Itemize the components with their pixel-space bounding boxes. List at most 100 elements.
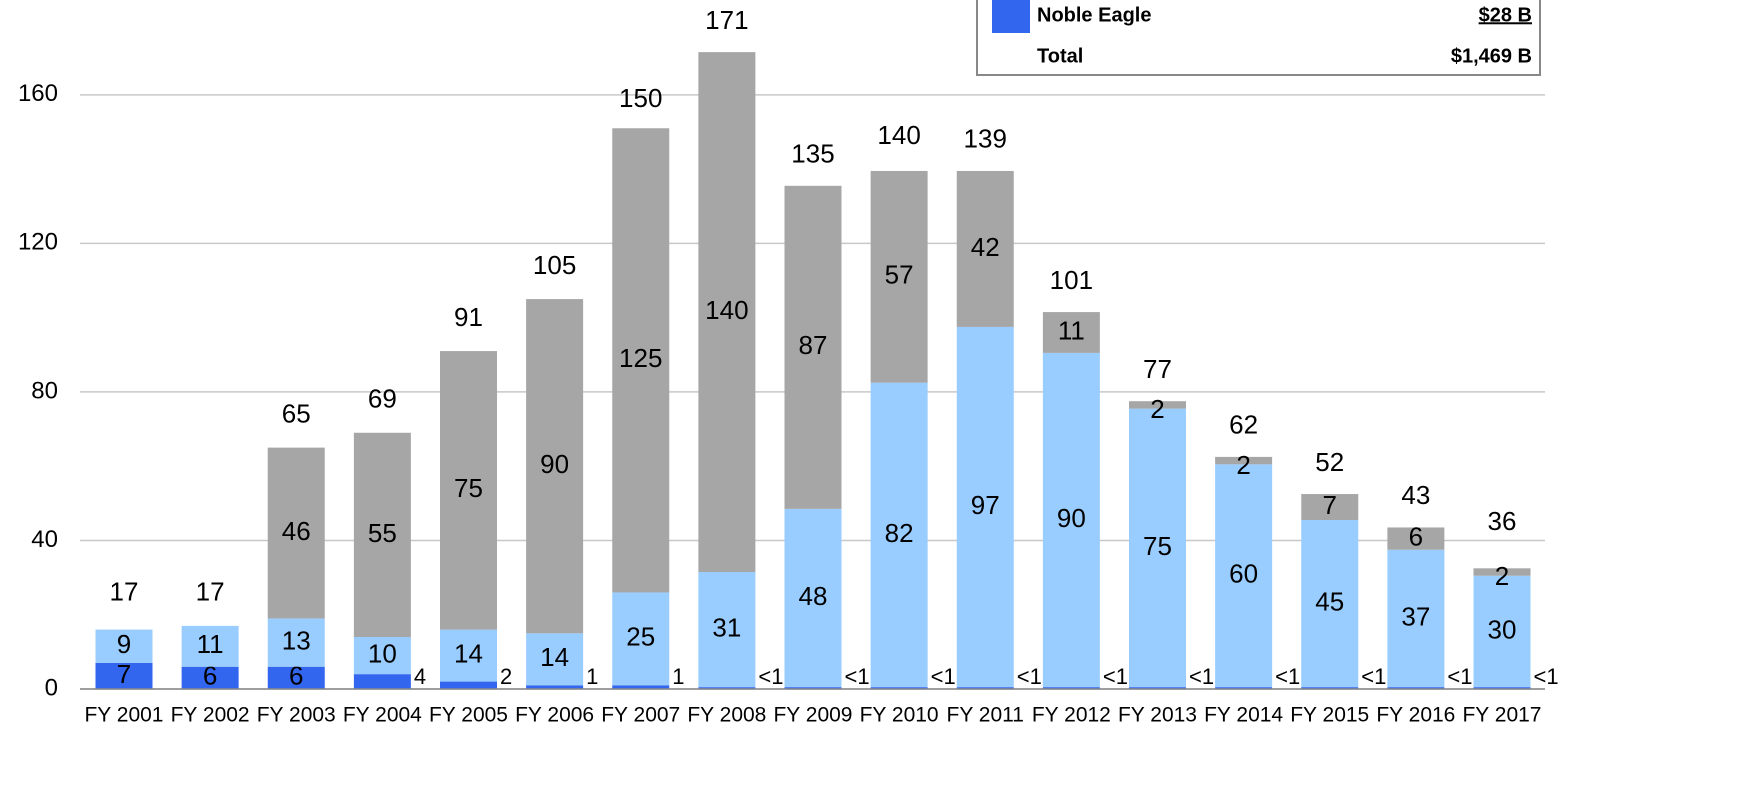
bar-segment [784,185,842,509]
data-label: <1 [1361,664,1386,689]
bar-segment [1301,494,1359,521]
data-label: 90 [1057,503,1086,533]
x-tick-label: FY 2016 [1376,704,1455,727]
data-label: 6 [1409,521,1423,551]
data-label: 9 [117,629,131,659]
total-label: 91 [454,302,483,332]
y-tick-label: 160 [18,80,58,107]
bar-segment [1129,408,1186,688]
bar-segment [1387,527,1445,550]
data-label: 31 [712,612,741,642]
bar-segment [1042,352,1100,688]
data-label: <1 [758,664,783,689]
bar-segment [440,681,497,689]
bar-segment [1129,401,1186,409]
data-label: 48 [799,581,828,611]
total-label: 17 [196,577,225,607]
data-label: 14 [540,642,569,672]
data-label: 75 [454,473,483,503]
data-label: 7 [1323,490,1337,520]
bar-segment [95,629,153,664]
legend-label: Noble Eagle [1037,4,1151,26]
total-label: 135 [791,139,834,169]
bar-segment [267,666,325,689]
data-label: 7 [117,659,131,689]
bar-segment [181,625,239,667]
data-label: 2 [1150,394,1164,424]
bar-segment [267,447,325,619]
data-label: 25 [626,622,655,652]
data-label: 90 [540,449,569,479]
x-tick-label: FY 2004 [343,704,422,727]
data-label: 1 [586,664,598,689]
bar-segment [956,687,1014,689]
total-label: 52 [1315,447,1344,477]
data-label: 140 [705,295,748,325]
bar-segment [698,52,756,573]
total-label: 150 [619,83,662,113]
legend-amount: $28 B [1479,4,1532,26]
data-label: 14 [454,638,483,668]
data-label: 82 [885,518,914,548]
bar-segment [612,592,670,686]
data-label: <1 [1275,664,1300,689]
data-label: 125 [619,343,662,373]
y-tick-label: 80 [31,377,58,404]
bar-segment [1473,687,1531,689]
x-tick-label: FY 2012 [1032,704,1111,727]
total-label: 140 [877,120,920,150]
data-label: 1 [672,664,684,689]
y-tick-label: 40 [31,526,58,553]
x-tick-label: FY 2002 [171,704,250,727]
total-label: 69 [368,384,397,414]
bar-segment [1215,464,1273,688]
bar-segment [1042,687,1100,689]
x-tick-label: FY 2014 [1204,704,1283,727]
data-label: 75 [1143,531,1172,561]
total-label: 171 [705,5,748,35]
data-label: 42 [971,232,1000,262]
data-label: <1 [1017,664,1042,689]
data-label: 6 [203,661,217,691]
bar-segment [1129,687,1186,689]
total-label: 101 [1050,265,1093,295]
data-label: 87 [799,330,828,360]
data-label: 2 [500,664,512,689]
bar-segment [1301,687,1359,689]
data-label: 46 [282,516,311,546]
x-tick-label: FY 2015 [1290,704,1369,727]
data-label: 55 [368,518,397,548]
bar-segment [526,299,584,634]
bar-segment [1387,549,1445,688]
x-tick-label: FY 2009 [773,704,852,727]
x-tick-label: FY 2017 [1462,704,1541,727]
bar-segment [526,685,584,689]
data-label: 11 [197,629,224,659]
data-label: 10 [368,638,397,668]
legend-swatch [992,0,1030,33]
data-label: <1 [931,664,956,689]
data-label: 97 [971,490,1000,520]
data-label: 30 [1488,614,1517,644]
bar-segment [1215,456,1273,465]
x-tick-label: FY 2006 [515,704,594,727]
data-label: 45 [1315,586,1344,616]
bar-segment [440,351,497,630]
bar-segment [526,633,584,686]
data-label: 57 [885,260,914,290]
total-label: 36 [1488,506,1517,536]
bar-segment [1215,687,1273,689]
bar-segment [353,637,411,675]
bar-segment [784,508,842,688]
data-label: 6 [289,661,303,691]
legend-box [976,0,1541,76]
x-tick-label: FY 2007 [601,704,680,727]
data-label: 60 [1229,559,1258,589]
bar-segment [440,629,497,682]
bar-segment [267,618,325,667]
data-label: 11 [1058,315,1085,345]
bar-segment [612,685,670,689]
data-label: <1 [1447,664,1472,689]
bar-segment [612,128,670,593]
